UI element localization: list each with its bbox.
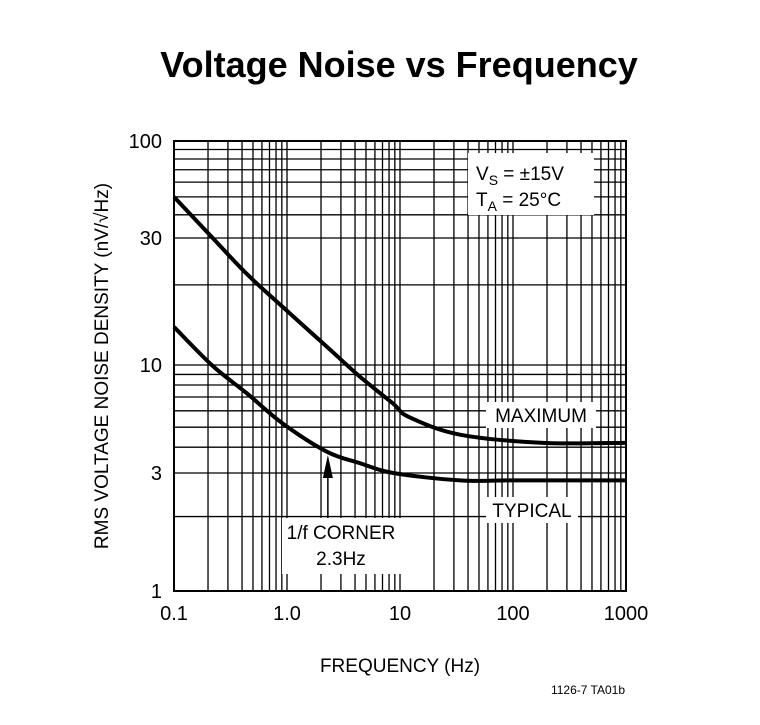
series-line-maximum xyxy=(172,195,627,446)
y-tick-label: 100 xyxy=(129,131,162,153)
condition-vs: VS = ±15V xyxy=(476,164,564,188)
series-line-typical xyxy=(172,325,626,483)
series-label-typical: TYPICAL xyxy=(492,501,571,522)
condition-ta: TA = 25°C xyxy=(476,190,561,214)
x-tick-label: 100 xyxy=(496,603,529,625)
series-label-maximum: MAXIMUM xyxy=(495,406,587,427)
x-tick-label: 10 xyxy=(389,603,411,625)
typical-label-box xyxy=(486,497,578,523)
curves xyxy=(172,195,627,483)
x-tick-label: 0.1 xyxy=(160,603,188,625)
corner-annotation-box xyxy=(282,518,402,574)
corner-arrow-head xyxy=(322,455,333,478)
y-tick-label: 10 xyxy=(140,355,162,377)
y-tick-label: 1 xyxy=(151,581,162,603)
x-axis-label: FREQUENCY (Hz) xyxy=(320,656,480,677)
x-tick-labels: 0.1 1.0 10 100 1000 xyxy=(160,603,648,625)
y-tick-label: 3 xyxy=(151,463,162,485)
chart-title: Voltage Noise vs Frequency xyxy=(160,44,638,85)
conditions-box xyxy=(468,153,594,215)
y-axis-label: RMS VOLTAGE NOISE DENSITY (nV/√Hz) xyxy=(92,183,113,549)
figure-footer: 1126-7 TA01b xyxy=(551,683,625,697)
plot-frame xyxy=(173,140,627,592)
x-tick-label: 1.0 xyxy=(273,603,301,625)
maximum-label-box xyxy=(486,402,596,428)
y-tick-label: 30 xyxy=(140,228,162,250)
x-tick-label: 1000 xyxy=(604,603,649,625)
corner-annotation-line1: 1/f CORNER xyxy=(287,523,396,544)
y-tick-labels: 1 3 10 30 100 xyxy=(129,131,162,603)
corner-annotation-line2: 2.3Hz xyxy=(316,549,366,570)
